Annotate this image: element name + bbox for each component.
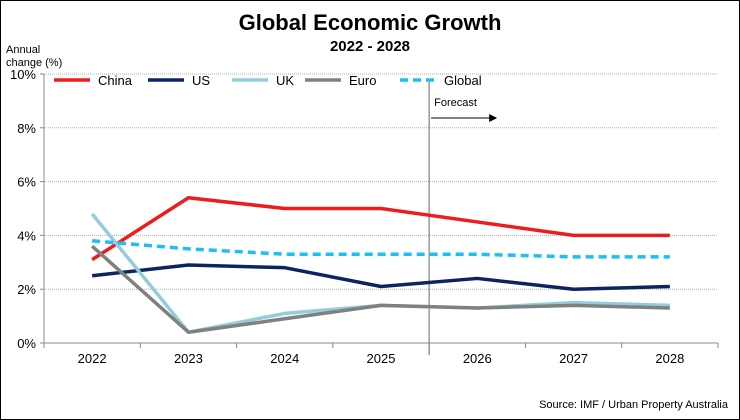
legend-label-us: US [192, 73, 210, 88]
source-note: Source: IMF / Urban Property Australia [539, 399, 728, 411]
x-tick-label: 2028 [655, 351, 684, 366]
y-axis-label: Annual change (%) [6, 44, 63, 69]
series-line-china [91, 195, 670, 262]
forecast-label: Forecast [434, 97, 477, 109]
forecast-arrowhead [489, 114, 498, 122]
x-tick-label: 2025 [367, 351, 396, 366]
series-line-uk [90, 212, 670, 334]
y-tick-label: 6% [17, 175, 36, 190]
legend-label-global: Global [444, 73, 482, 88]
x-tick-label: 2024 [270, 351, 299, 366]
x-tick-label: 2022 [78, 351, 107, 366]
y-tick-label: 10% [10, 67, 36, 82]
x-tick-label: 2026 [463, 351, 492, 366]
y-tick-label: 8% [17, 121, 36, 136]
chart-subtitle: 2022 - 2028 [329, 38, 411, 55]
legend-label-euro: Euro [349, 73, 376, 88]
y-tick-label: 4% [17, 228, 36, 243]
y-tick-label: 0% [17, 336, 36, 351]
series-line-euro [90, 244, 670, 334]
x-tick-label: 2023 [174, 351, 203, 366]
y-tick-label: 2% [17, 282, 36, 297]
legend-label-uk: UK [276, 73, 294, 88]
series-line-us [91, 263, 670, 291]
series-line-global [91, 239, 670, 259]
chart-title: Global Economic Growth [238, 10, 502, 35]
x-tick-label: 2027 [559, 351, 588, 366]
legend-label-china: China [98, 73, 133, 88]
